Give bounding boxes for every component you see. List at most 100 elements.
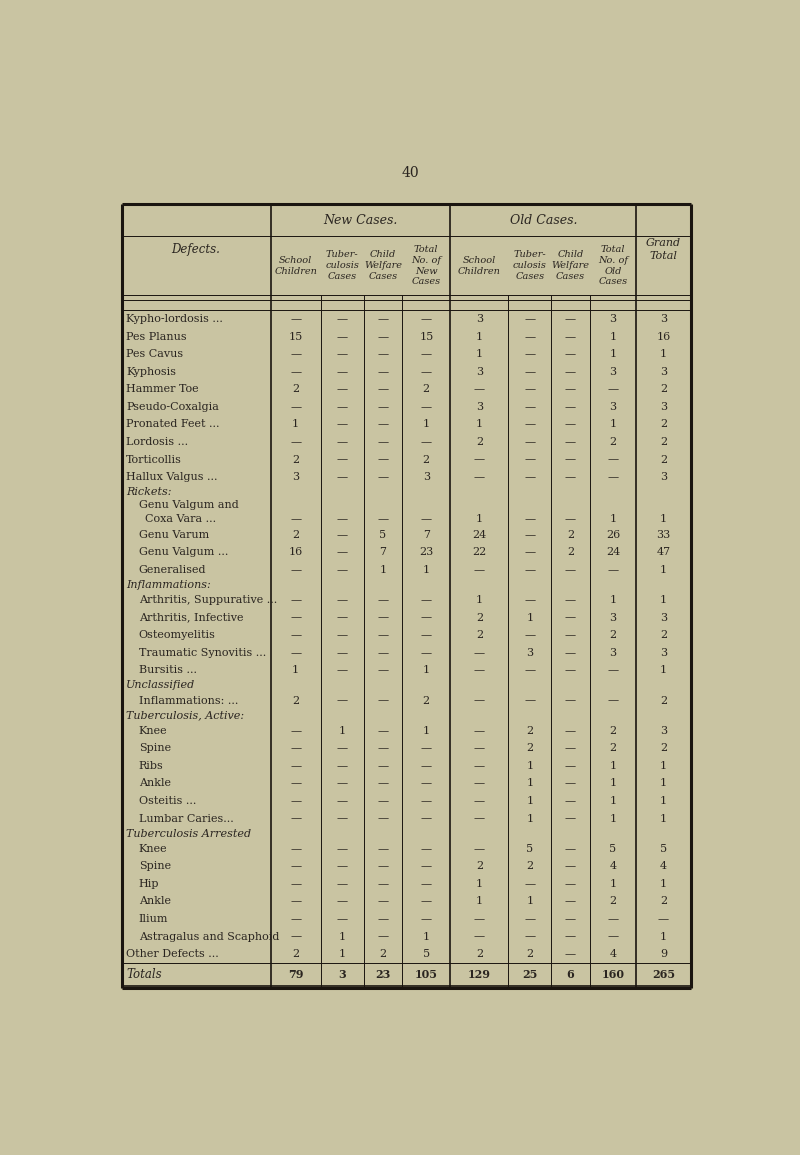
Text: —: — (607, 914, 618, 924)
Text: 7: 7 (422, 530, 430, 539)
Text: Kypho-lordosis ...: Kypho-lordosis ... (126, 314, 223, 325)
Text: —: — (337, 695, 348, 706)
Text: —: — (378, 612, 389, 623)
Text: —: — (658, 914, 669, 924)
Text: 33: 33 (656, 530, 670, 539)
Text: 1: 1 (476, 349, 483, 359)
Text: —: — (421, 862, 432, 871)
Text: —: — (337, 612, 348, 623)
Text: Unclassified: Unclassified (126, 680, 195, 691)
Text: —: — (474, 455, 485, 464)
Text: —: — (565, 437, 576, 447)
Text: —: — (565, 744, 576, 753)
Text: —: — (378, 385, 389, 394)
Text: —: — (524, 385, 535, 394)
Text: 7: 7 (379, 547, 386, 557)
Text: Generalised: Generalised (138, 565, 206, 575)
Text: —: — (378, 648, 389, 657)
Text: Arthritis, Infective: Arthritis, Infective (138, 612, 243, 623)
Text: —: — (524, 349, 535, 359)
Text: Ankle: Ankle (138, 778, 170, 789)
Text: —: — (565, 862, 576, 871)
Text: —: — (378, 367, 389, 377)
Text: 1: 1 (422, 725, 430, 736)
Text: —: — (421, 437, 432, 447)
Text: 3: 3 (526, 648, 534, 657)
Text: —: — (565, 761, 576, 770)
Text: —: — (337, 896, 348, 907)
Text: 2: 2 (292, 455, 299, 464)
Text: —: — (378, 695, 389, 706)
Text: —: — (378, 314, 389, 325)
Text: 2: 2 (422, 695, 430, 706)
Text: —: — (565, 796, 576, 806)
Text: 47: 47 (656, 547, 670, 557)
Text: 1: 1 (526, 813, 534, 824)
Text: —: — (337, 455, 348, 464)
Text: —: — (565, 472, 576, 482)
Text: —: — (607, 472, 618, 482)
Text: —: — (378, 744, 389, 753)
Text: —: — (378, 761, 389, 770)
Text: —: — (565, 331, 576, 342)
Text: —: — (421, 896, 432, 907)
Text: Inflammations:: Inflammations: (126, 580, 211, 590)
Text: —: — (565, 314, 576, 325)
Text: 160: 160 (602, 969, 625, 981)
Text: —: — (337, 472, 348, 482)
Text: Genu Varum: Genu Varum (138, 530, 209, 539)
Text: —: — (337, 914, 348, 924)
Text: —: — (474, 914, 485, 924)
Text: School
Children: School Children (458, 255, 501, 276)
Text: 129: 129 (468, 969, 491, 981)
Text: Tuber-
culosis
Cases: Tuber- culosis Cases (513, 251, 546, 281)
Text: 1: 1 (526, 778, 534, 789)
Text: —: — (290, 437, 302, 447)
Text: —: — (565, 914, 576, 924)
Text: —: — (378, 631, 389, 640)
Text: —: — (474, 665, 485, 676)
Text: —: — (524, 665, 535, 676)
Text: 3: 3 (660, 648, 667, 657)
Text: —: — (337, 879, 348, 889)
Text: 2: 2 (379, 949, 386, 959)
Text: Lumbar Caries...: Lumbar Caries... (138, 813, 234, 824)
Text: —: — (565, 813, 576, 824)
Text: —: — (474, 761, 485, 770)
Text: 1: 1 (660, 761, 667, 770)
Text: —: — (378, 932, 389, 941)
Text: —: — (290, 402, 302, 412)
Text: —: — (290, 314, 302, 325)
Text: 5: 5 (379, 530, 386, 539)
Text: 3: 3 (610, 314, 617, 325)
Text: 3: 3 (610, 648, 617, 657)
Text: —: — (524, 419, 535, 430)
Text: —: — (565, 514, 576, 524)
Text: —: — (421, 612, 432, 623)
Text: 265: 265 (652, 969, 675, 981)
Text: 2: 2 (526, 949, 534, 959)
Text: —: — (565, 665, 576, 676)
Text: Other Defects ...: Other Defects ... (126, 949, 219, 959)
Text: —: — (290, 778, 302, 789)
Text: 1: 1 (476, 879, 483, 889)
Text: Pes Cavus: Pes Cavus (126, 349, 183, 359)
Text: 16: 16 (656, 331, 670, 342)
Text: —: — (378, 349, 389, 359)
Text: —: — (524, 631, 535, 640)
Text: 1: 1 (660, 932, 667, 941)
Text: 3: 3 (476, 367, 483, 377)
Text: Tuber-
culosis
Cases: Tuber- culosis Cases (326, 251, 359, 281)
Text: 25: 25 (522, 969, 538, 981)
Text: 1: 1 (379, 565, 386, 575)
Text: 1: 1 (660, 595, 667, 605)
Text: 3: 3 (422, 472, 430, 482)
Text: —: — (607, 565, 618, 575)
Text: 6: 6 (566, 969, 574, 981)
Text: —: — (337, 648, 348, 657)
Text: —: — (474, 932, 485, 941)
Text: —: — (524, 530, 535, 539)
Text: —: — (421, 879, 432, 889)
Text: —: — (421, 349, 432, 359)
Text: Osteomyelitis: Osteomyelitis (138, 631, 216, 640)
